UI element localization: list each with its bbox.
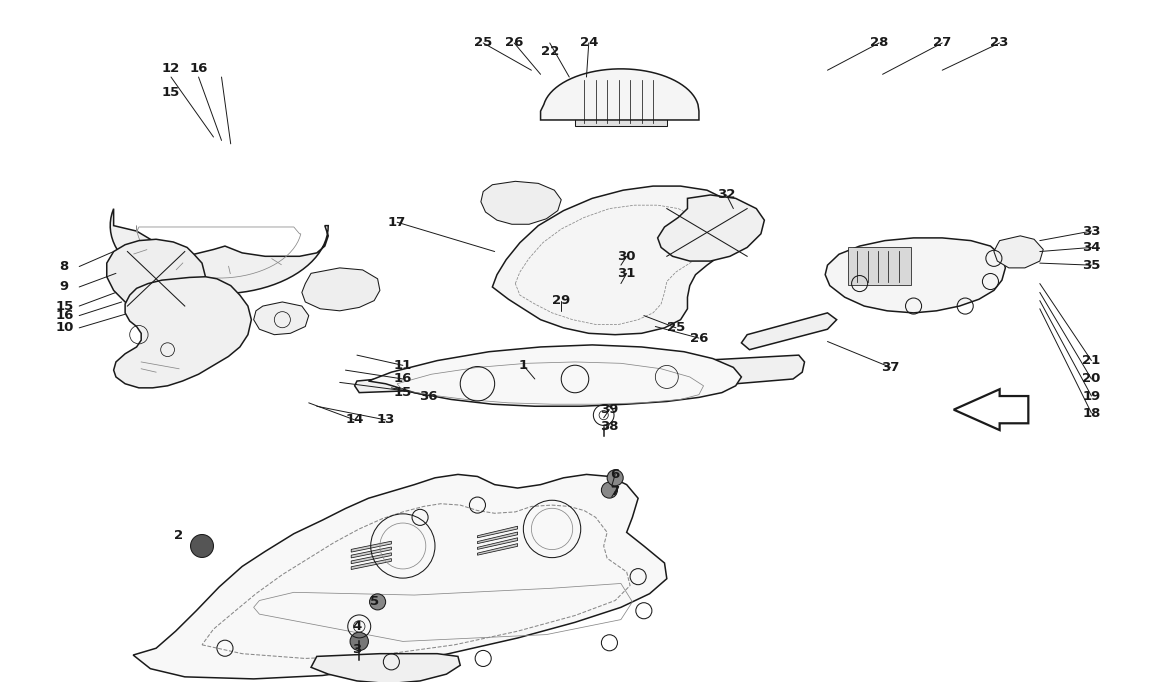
Polygon shape [492,186,742,335]
Text: 8: 8 [60,260,69,273]
Polygon shape [351,559,391,570]
Text: 39: 39 [600,403,619,416]
Text: 4: 4 [352,620,361,633]
Polygon shape [354,355,805,393]
Polygon shape [953,389,1028,430]
Polygon shape [994,236,1043,268]
Text: 7: 7 [611,485,620,498]
Polygon shape [540,69,699,120]
Circle shape [607,470,623,486]
Text: 25: 25 [474,36,492,49]
Text: 34: 34 [1082,241,1101,254]
Text: 21: 21 [1082,354,1101,367]
Polygon shape [477,538,518,549]
Text: 20: 20 [1082,372,1101,385]
Text: 14: 14 [345,413,363,426]
Text: 37: 37 [881,361,899,374]
Text: 5: 5 [369,596,378,609]
Text: 6: 6 [611,468,620,481]
Text: 11: 11 [393,359,412,372]
Text: 26: 26 [505,36,523,49]
Polygon shape [849,247,911,285]
Text: 32: 32 [718,189,736,201]
Text: 24: 24 [580,36,598,49]
Text: 15: 15 [393,386,412,399]
Text: 23: 23 [990,36,1009,49]
Polygon shape [477,532,518,544]
Text: 1: 1 [519,359,528,372]
Text: 3: 3 [352,643,361,656]
Circle shape [350,632,368,651]
Polygon shape [114,277,252,388]
Text: 9: 9 [60,281,69,294]
Text: 33: 33 [1082,225,1101,238]
Polygon shape [351,547,391,558]
Text: 31: 31 [618,267,636,280]
Text: 19: 19 [1082,389,1101,402]
Text: 2: 2 [175,529,184,542]
Text: 29: 29 [552,294,570,307]
Text: 25: 25 [667,322,685,335]
Polygon shape [310,654,460,683]
Text: 30: 30 [618,250,636,263]
Text: 28: 28 [869,36,888,49]
Text: 27: 27 [933,36,951,49]
Text: 36: 36 [419,389,437,402]
Text: 16: 16 [55,309,74,322]
Circle shape [369,594,385,610]
Text: 16: 16 [190,62,208,75]
Polygon shape [351,553,391,563]
Polygon shape [575,77,667,126]
Polygon shape [477,526,518,538]
Text: 10: 10 [55,322,74,335]
Text: 26: 26 [690,331,708,345]
Polygon shape [351,541,391,552]
Text: 22: 22 [540,45,559,58]
Polygon shape [301,268,380,311]
Text: 15: 15 [162,86,181,99]
Polygon shape [110,209,328,294]
Text: 17: 17 [388,216,406,229]
Circle shape [601,482,618,498]
Text: 38: 38 [600,420,619,433]
Text: 12: 12 [162,62,181,75]
Text: 15: 15 [55,300,74,313]
Polygon shape [826,238,1005,313]
Polygon shape [481,181,561,224]
Text: 35: 35 [1082,259,1101,272]
Polygon shape [368,345,742,406]
Polygon shape [477,544,518,555]
Text: 18: 18 [1082,406,1101,419]
Polygon shape [742,313,837,350]
Polygon shape [107,239,206,316]
Text: 16: 16 [393,372,412,385]
Circle shape [191,535,214,557]
Polygon shape [254,302,308,335]
Polygon shape [133,475,667,679]
Text: 13: 13 [376,413,394,426]
Polygon shape [658,195,765,261]
